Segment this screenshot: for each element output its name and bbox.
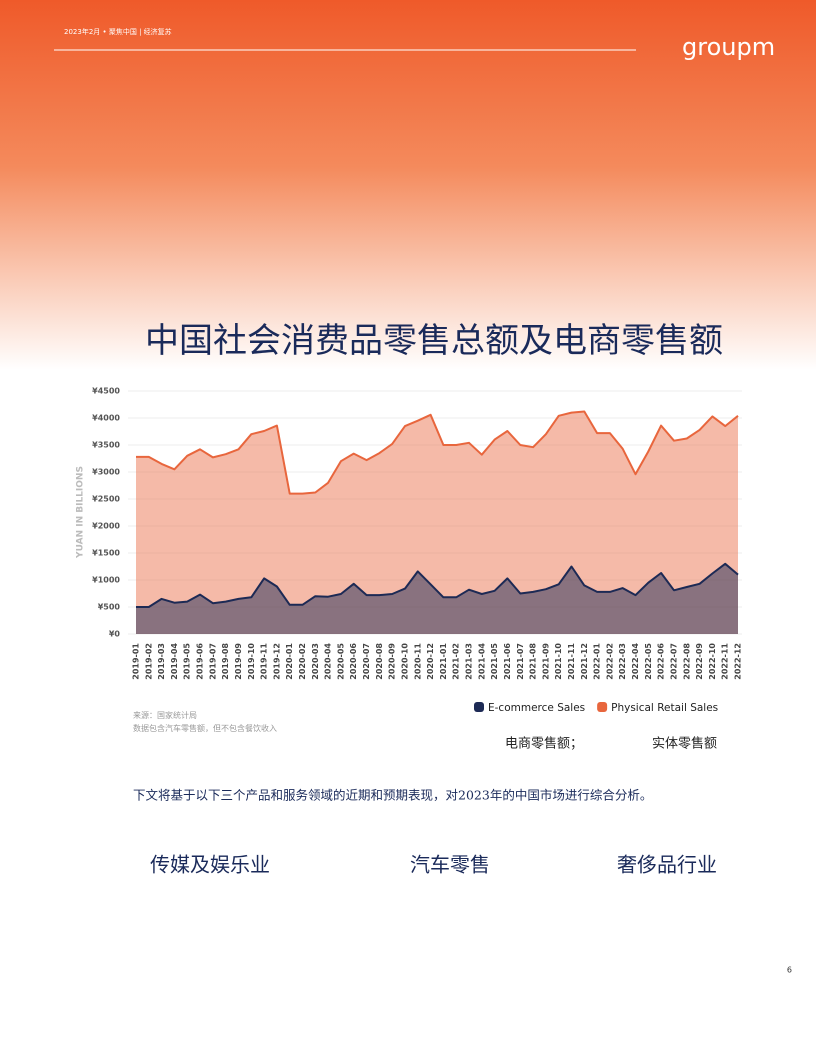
paragraph: 下文将基于以下三个产品和服务领域的近期和预期表现，对2023年的中国市场进行综合… [133, 788, 652, 803]
x-tick-label: 2022-08 [682, 643, 691, 680]
x-tick-label: 2021-04 [477, 643, 486, 680]
x-tick-label: 2020-06 [349, 643, 358, 680]
sector: 奢侈品行业 [617, 853, 717, 877]
header-meta: 2023年2月 • 聚焦中国 | 经济复苏 [64, 27, 172, 36]
y-tick-label: ¥4500 [92, 387, 120, 396]
page-title: 中国社会消费品零售总额及电商零售额 [145, 321, 723, 361]
x-tick-label: 2021-08 [529, 643, 538, 680]
x-tick-label: 2020-02 [298, 643, 307, 680]
x-tick-label: 2021-07 [516, 643, 525, 680]
x-tick-label: 2022-03 [618, 643, 627, 680]
header-gradient [0, 0, 816, 370]
page-number: 6 [787, 966, 792, 975]
x-tick-label: 2022-09 [695, 643, 704, 680]
x-tick-label: 2019-03 [157, 643, 166, 680]
x-tick-label: 2019-01 [132, 643, 141, 680]
x-tick-label: 2022-10 [708, 643, 717, 680]
x-tick-label: 2021-01 [439, 643, 448, 680]
sector: 传媒及娱乐业 [150, 853, 270, 877]
x-tick-label: 2021-02 [452, 643, 461, 680]
y-tick-label: ¥2500 [92, 495, 120, 504]
x-tick-label: 2022-06 [657, 643, 666, 680]
y-tick-label: ¥3500 [92, 441, 120, 450]
cn-legend: 电商零售额； [505, 736, 583, 752]
y-axis-label: YUAN IN BILLIONS [76, 466, 86, 559]
x-tick-label: 2020-12 [426, 643, 435, 680]
y-tick-label: ¥0 [109, 630, 121, 639]
line [136, 562, 739, 608]
x-tick-label: 2022-02 [605, 643, 614, 680]
x-tick-label: 2020-04 [324, 643, 333, 680]
x-tick-label: 2020-03 [311, 643, 320, 680]
y-tick-label: ¥3000 [92, 468, 120, 477]
x-tick-label: 2022-05 [644, 643, 653, 680]
x-tick-label: 2019-02 [144, 643, 153, 680]
scope-note: 数据包含汽车零售额，但不包含餐饮收入 [133, 723, 277, 733]
x-tick-label: 2019-07 [208, 643, 217, 680]
source-note: 来源：国家统计局 [133, 710, 197, 720]
area [136, 563, 738, 634]
legend-swatch [597, 702, 608, 712]
x-tick-label: 2019-11 [260, 643, 269, 680]
x-tick-label: 2022-01 [593, 643, 602, 680]
x-tick-label: 2022-12 [734, 643, 743, 680]
chart: ¥0 ¥500 ¥1000 ¥1500 ¥2000 ¥2500 ¥3000 ¥3500 ¥400… [76, 387, 743, 715]
legend-label: E-commerce Sales [488, 702, 585, 714]
y-tick-label: ¥500 [98, 603, 121, 612]
x-tick-label: 2022-07 [669, 643, 678, 680]
y-tick-label: ¥1500 [92, 549, 120, 558]
line [136, 410, 739, 495]
x-tick-label: 2020-08 [375, 643, 384, 680]
x-tick-label: 2021-10 [554, 643, 563, 680]
sector: 汽车零售 [410, 853, 490, 877]
x-tick-label: 2019-05 [183, 643, 192, 680]
x-tick-label: 2022-04 [631, 643, 640, 680]
legend-swatch [474, 702, 484, 712]
x-tick-label: 2020-07 [362, 643, 371, 680]
x-tick-label: 2020-05 [336, 643, 345, 680]
x-tick-label: 2019-12 [272, 643, 281, 680]
x-tick-label: 2021-12 [580, 643, 589, 680]
y-tick-label: ¥2000 [92, 522, 120, 531]
logo: groupm [682, 33, 775, 61]
x-tick-label: 2020-11 [413, 643, 422, 680]
x-tick-label: 2021-03 [465, 643, 474, 680]
y-tick-label: ¥4000 [92, 414, 120, 423]
y-tick-label: ¥1000 [92, 576, 120, 585]
cn-legend: 实体零售额 [652, 736, 717, 752]
x-tick-label: 2022-11 [721, 643, 730, 680]
legend-label: Physical Retail Sales [611, 702, 718, 714]
x-tick-label: 2020-10 [400, 643, 409, 680]
x-tick-label: 2019-10 [247, 643, 256, 680]
x-tick-label: 2021-06 [503, 643, 512, 680]
area [136, 411, 738, 634]
x-tick-label: 2021-11 [567, 643, 576, 680]
x-tick-label: 2021-05 [490, 643, 499, 680]
x-tick-label: 2019-04 [170, 643, 179, 680]
x-tick-label: 2021-09 [541, 643, 550, 680]
x-tick-label: 2019-08 [221, 643, 230, 680]
x-tick-label: 2020-09 [388, 643, 397, 680]
x-tick-label: 2019-09 [234, 643, 243, 680]
x-tick-label: 2020-01 [285, 643, 294, 680]
x-tick-label: 2019-06 [196, 643, 205, 680]
